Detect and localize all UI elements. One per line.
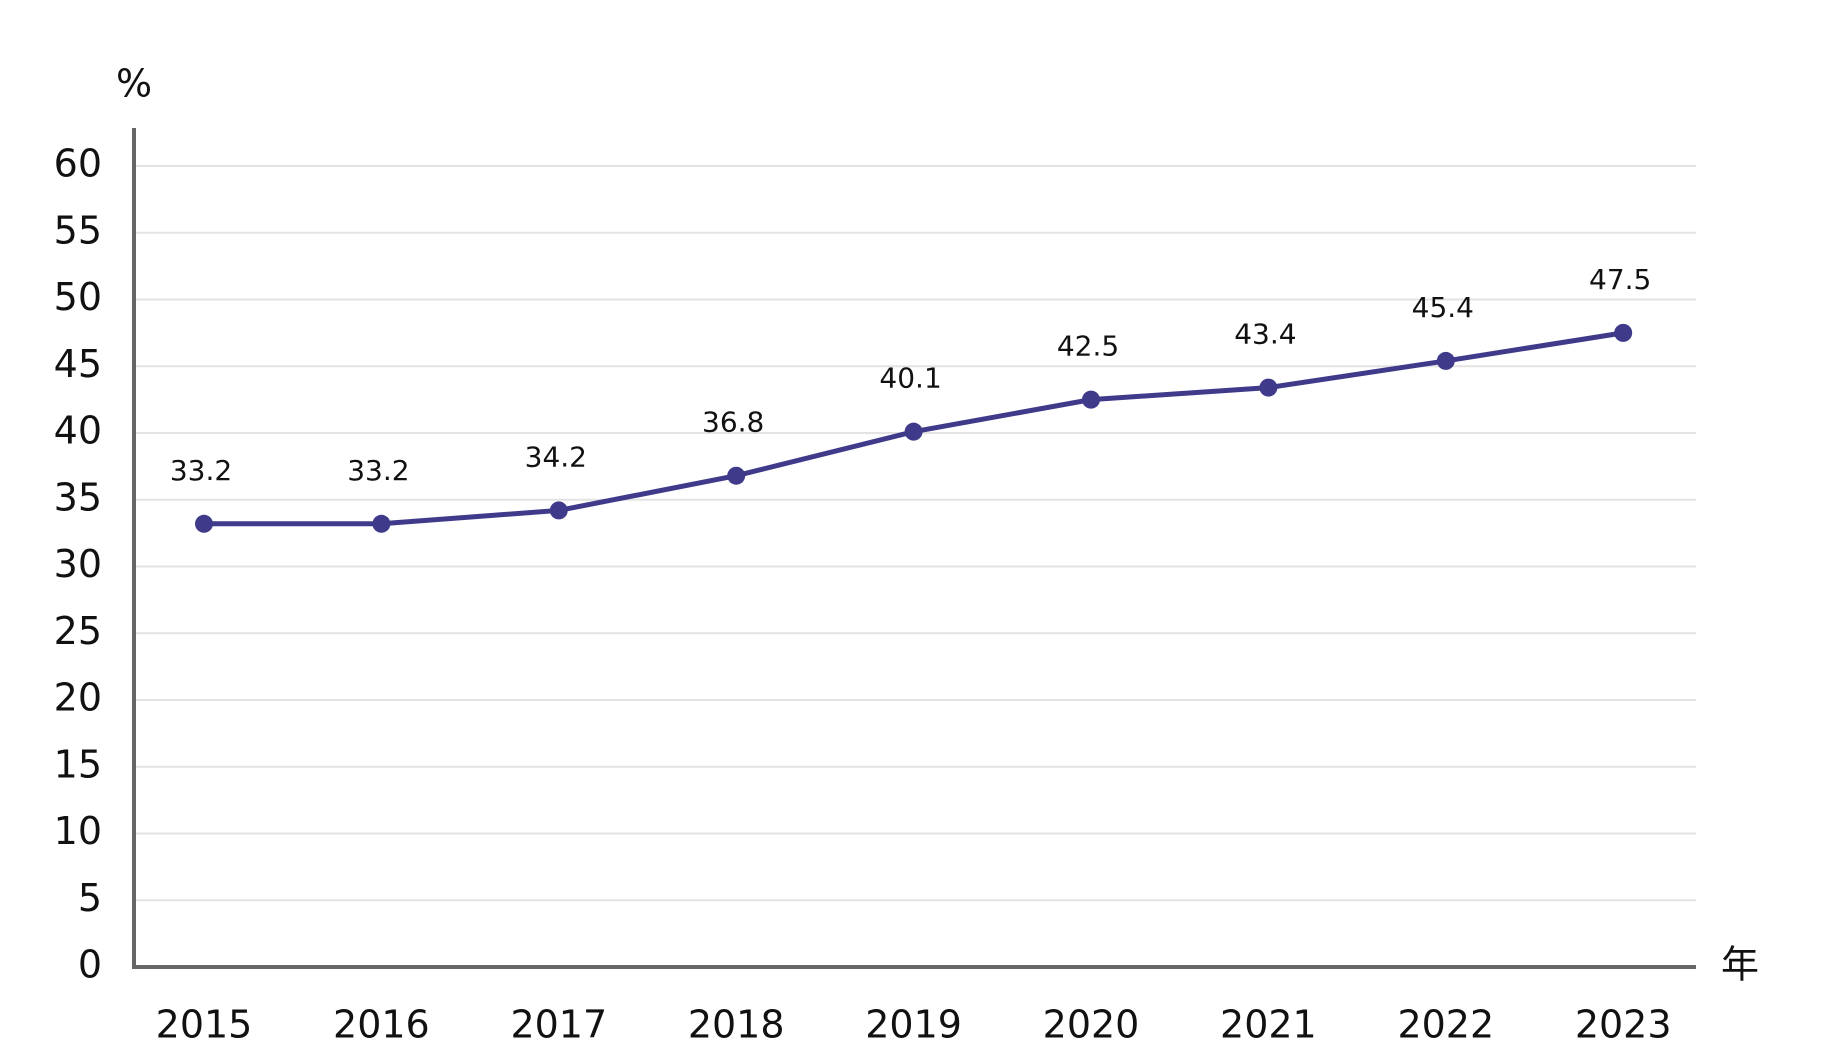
y-tick-label: 5 — [78, 876, 102, 920]
data-label: 34.2 — [525, 440, 587, 473]
x-axis-unit: 年 — [1721, 943, 1759, 987]
data-label: 40.1 — [879, 362, 941, 395]
y-tick-label: 0 — [78, 943, 102, 987]
x-tick-label: 2023 — [1575, 1003, 1672, 1047]
y-tick-label: 15 — [54, 742, 102, 786]
data-point — [727, 466, 746, 485]
y-tick-label: 10 — [54, 809, 102, 853]
y-tick-label: 25 — [54, 609, 102, 653]
data-point — [1614, 323, 1633, 342]
x-tick-label: 2019 — [865, 1003, 962, 1047]
data-label: 33.2 — [347, 454, 409, 487]
y-tick-label: 45 — [54, 342, 102, 386]
data-point — [195, 514, 213, 533]
data-label: 33.2 — [170, 454, 232, 487]
x-tick-label: 2018 — [688, 1003, 785, 1047]
data-point — [904, 422, 923, 441]
data-label: 36.8 — [702, 406, 764, 439]
y-tick-label: 50 — [54, 275, 102, 319]
x-tick-label: 2016 — [333, 1003, 430, 1047]
data-label: 45.4 — [1412, 291, 1474, 324]
data-point — [1259, 378, 1278, 397]
y-tick-label: 55 — [54, 208, 102, 252]
x-tick-label: 2017 — [510, 1003, 607, 1047]
y-tick-label: 30 — [54, 542, 102, 586]
data-label: 43.4 — [1234, 318, 1296, 351]
x-tick-label: 2015 — [156, 1003, 253, 1047]
y-tick-label: 60 — [54, 142, 102, 186]
data-point — [549, 501, 568, 520]
y-tick-label: 40 — [54, 409, 102, 453]
data-label: 42.5 — [1057, 330, 1119, 363]
x-tick-label: 2020 — [1043, 1003, 1140, 1047]
data-point — [372, 514, 391, 533]
x-tick-label: 2021 — [1220, 1003, 1317, 1047]
y-axis-unit: % — [116, 62, 152, 106]
data-label: 47.5 — [1589, 263, 1651, 296]
y-tick-label: 35 — [54, 475, 102, 519]
y-tick-label: 20 — [54, 676, 102, 720]
x-tick-label: 2022 — [1397, 1003, 1494, 1047]
data-point — [1436, 351, 1455, 370]
data-point — [1082, 390, 1100, 409]
